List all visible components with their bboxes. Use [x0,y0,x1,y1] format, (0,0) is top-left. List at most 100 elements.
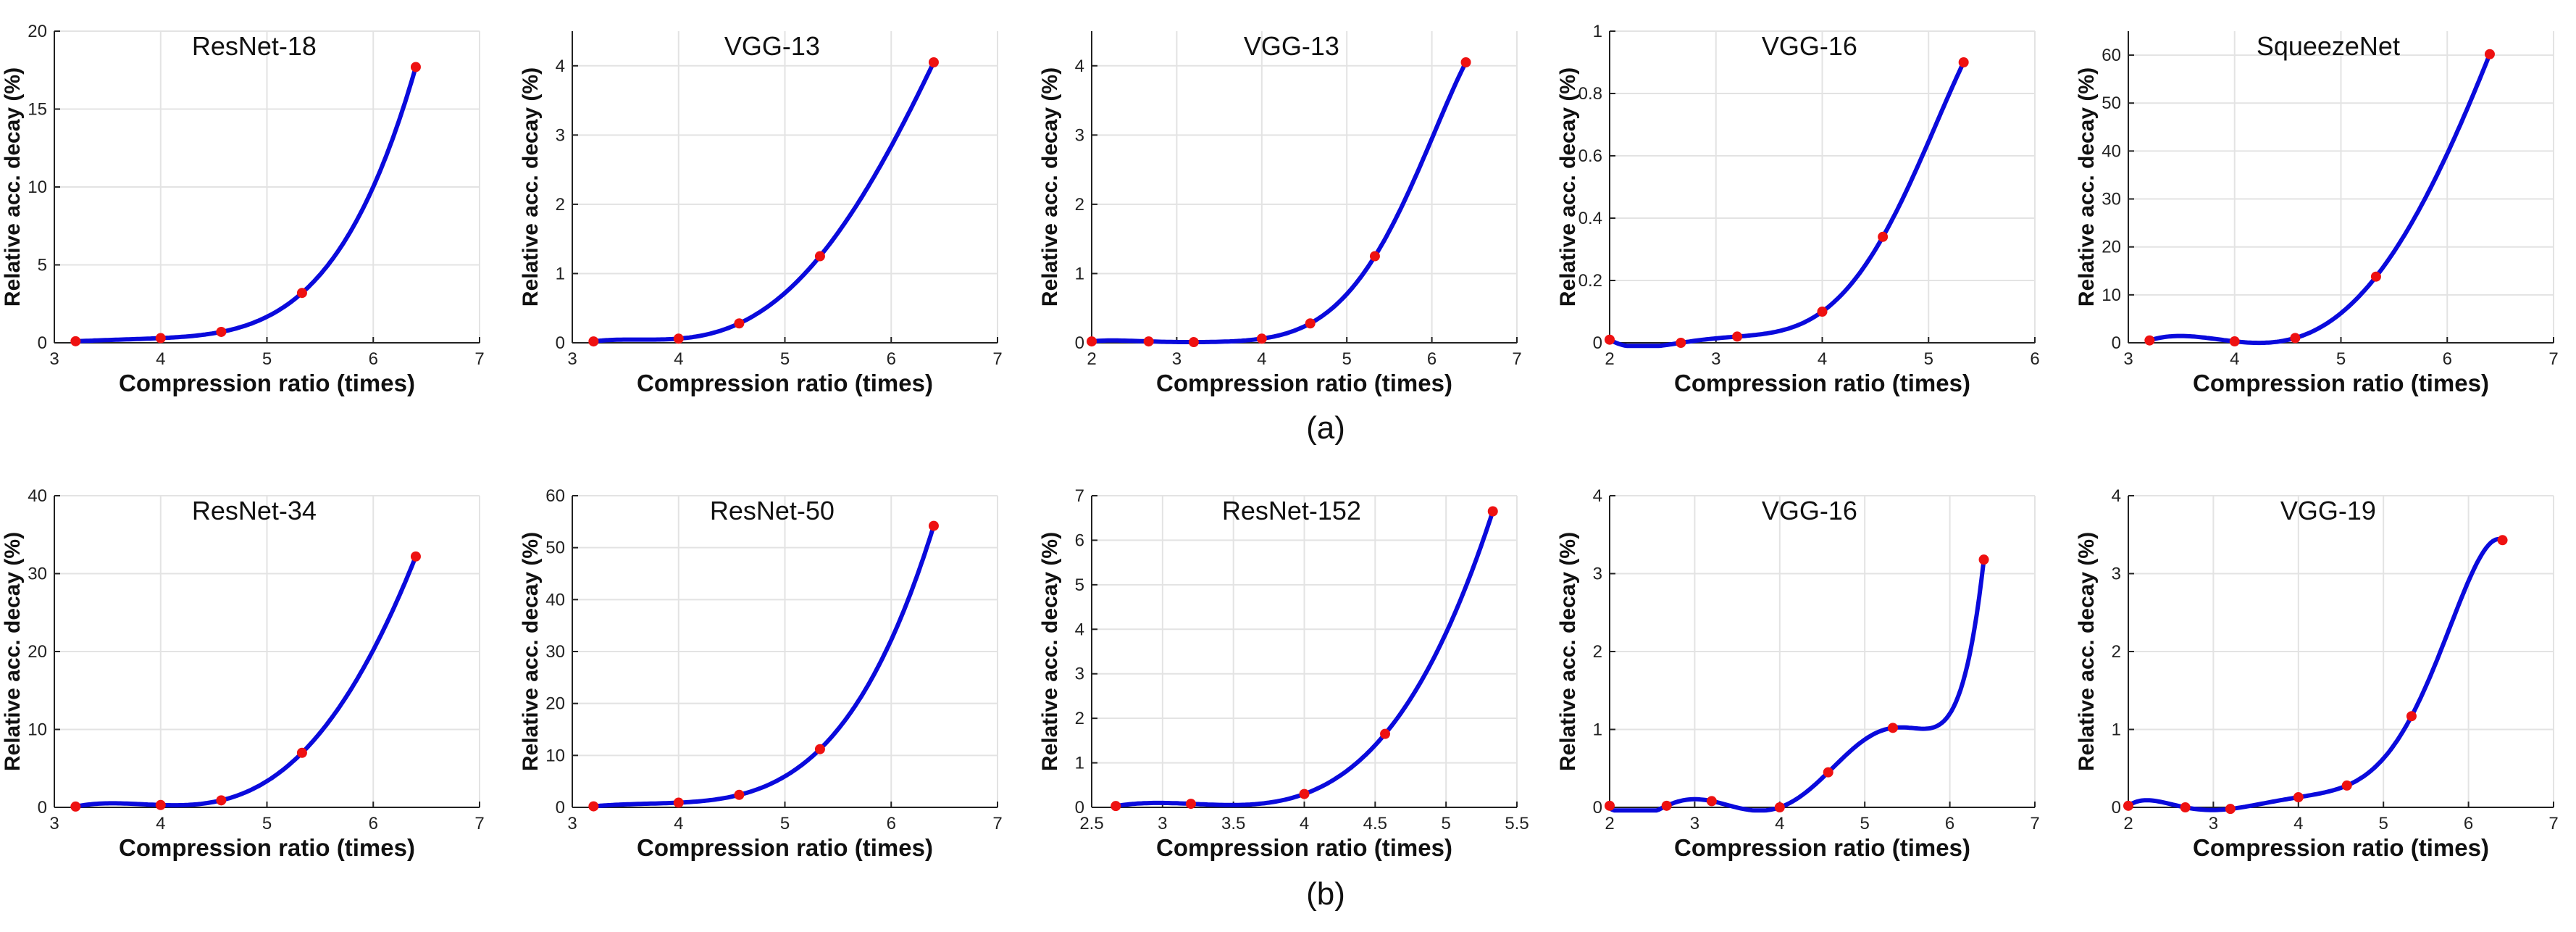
data-point [734,318,745,329]
y-tick-label: 1 [1593,22,1602,41]
x-tick-label: 5 [1860,814,1870,833]
x-axis-label: Compression ratio (times) [637,834,933,861]
y-tick-label: 30 [2102,190,2121,209]
x-tick-label: 3 [49,349,59,369]
x-tick-label: 3 [1690,814,1699,833]
x-axis-label: Compression ratio (times) [1674,834,1970,861]
x-tick-label: 2 [1605,814,1614,833]
y-tick-label: 4 [1075,57,1084,76]
chart-title: ResNet-18 [192,31,317,61]
data-point [1143,336,1154,347]
data-point [216,326,227,337]
x-tick-label: 3 [1172,349,1182,369]
y-axis-label: Relative acc. decay (%) [1,67,25,307]
y-tick-label: 4 [1075,620,1084,639]
chart-title: VGG-16 [1762,31,1857,61]
data-point [1299,789,1310,799]
data-point [1605,334,1615,345]
caption-row-a: (a) [1306,410,1345,446]
chart-10: 2 3 4 5 6 7 0 1 2 3 4 VGG-19 Compression ratio (time… [2075,486,2559,861]
x-tick-label: 5 [780,349,790,369]
x-tick-label: 4 [1775,814,1784,833]
data-point [1188,337,1199,348]
x-tick-label: 7 [2030,814,2039,833]
y-tick-label: 0 [38,798,47,817]
plot-area [1092,31,1517,343]
chart-9: 2 3 4 5 6 7 0 1 2 3 4 VGG-16 Compression ratio (time… [1556,486,2040,861]
x-tick-label: 4 [1818,349,1827,369]
chart-1: 3 4 5 6 7 0 5 10 15 20 ResNet-18 Compression ratio … [1,22,485,396]
series-curve [593,61,936,344]
data-point [296,747,307,758]
chart-7: 3 4 5 6 7 0 10 20 30 40 50 60 ResNet-50 Compression r… [519,486,1003,861]
x-axis-label: Compression ratio (times) [637,370,933,396]
data-point [410,62,421,72]
y-tick-label: 0 [556,333,565,353]
y-tick-label: 20 [545,694,565,714]
series-curve [1608,61,1966,349]
x-tick-label: 6 [2443,349,2452,369]
x-tick-label: 3 [49,814,59,833]
y-tick-label: 1 [2112,720,2121,740]
x-tick-label: 3 [567,814,577,833]
y-tick-label: 1 [556,264,565,283]
x-tick-label: 2 [1087,349,1096,369]
x-axis-label: Compression ratio (times) [1674,370,1970,396]
x-tick-label: 6 [887,349,896,369]
y-tick-label: 2 [556,195,565,215]
data-point [1732,331,1743,342]
data-point [814,744,825,754]
data-point [673,333,684,344]
x-tick-label: 6 [369,814,378,833]
data-point [1256,333,1267,344]
data-point [1087,336,1097,347]
data-point [2180,802,2191,812]
y-tick-label: 40 [2102,141,2121,161]
x-tick-label: 3 [1158,814,1167,833]
x-tick-label: 3 [567,349,577,369]
x-tick-label: 7 [992,349,1002,369]
y-tick-label: 0 [556,798,565,817]
chart-title: ResNet-152 [1222,496,1361,525]
data-point [410,551,421,562]
x-tick-label: 7 [992,814,1002,833]
y-tick-label: 10 [28,178,47,197]
data-point [2144,335,2155,346]
data-point [70,336,81,346]
y-axis-label: Relative acc. decay (%) [2075,532,2099,771]
y-tick-label: 3 [1593,565,1602,584]
y-axis-label: Relative acc. decay (%) [1556,67,1580,307]
y-tick-label: 10 [2102,286,2121,305]
x-tick-label: 5 [262,814,272,833]
data-point [1878,231,1889,242]
data-point [1958,57,1969,67]
y-tick-label: 50 [2102,93,2121,113]
y-tick-label: 50 [545,538,565,558]
y-tick-label: 30 [545,642,565,662]
chart-6: 3 4 5 6 7 0 10 20 30 40 ResNet-34 Compression ratio… [1,486,485,861]
y-tick-label: 40 [545,590,565,609]
data-point [1661,800,1672,811]
y-tick-label: 3 [2112,565,2121,584]
y-tick-label: 0 [38,333,47,353]
y-axis-label: Relative acc. decay (%) [519,67,543,307]
series-curve [2127,536,2504,812]
x-tick-label: 2.5 [1079,814,1103,833]
x-tick-label: 5 [780,814,790,833]
y-tick-label: 6 [1075,531,1084,550]
data-point [1460,57,1471,67]
y-tick-label: 0.4 [1578,209,1602,228]
y-tick-label: 0.8 [1578,84,1602,104]
chart-4: 2 3 4 5 6 0 0.2 0.4 0.6 0.8 1 VGG-16 Compression rat… [1556,22,2040,396]
chart-title: ResNet-34 [192,496,317,525]
series-curve [593,525,936,809]
data-point [2123,800,2133,811]
data-point [2225,804,2236,815]
chart-title: VGG-13 [1244,31,1339,61]
y-tick-label: 4 [556,57,565,76]
chart-5: 3 4 5 6 7 0 10 20 30 40 50 60 SqueezeNet Compression … [2075,31,2559,396]
chart-title: ResNet-50 [710,496,835,525]
y-tick-label: 10 [28,720,47,740]
y-tick-label: 40 [28,486,47,506]
x-tick-label: 5 [2379,814,2388,833]
